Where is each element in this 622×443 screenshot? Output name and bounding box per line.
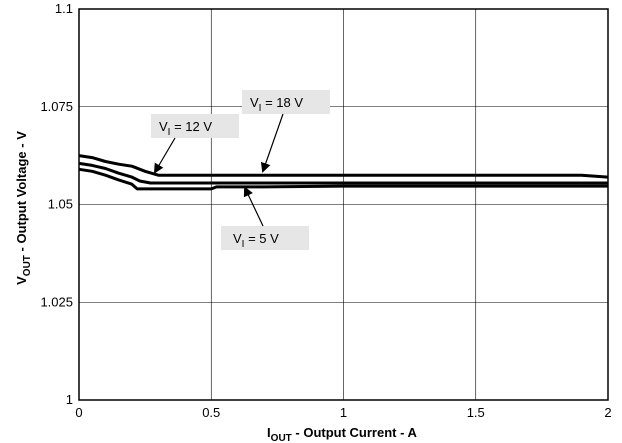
annotation-text: VI = 5 V <box>233 231 279 250</box>
y-tick-labels: 1 1.025 1.05 1.075 1.1 <box>40 1 73 407</box>
series-lines <box>78 154 609 191</box>
y-tick-label: 1 <box>66 392 73 407</box>
annotation-text: VI = 18 V <box>250 95 303 114</box>
annotation-label: VI = 18 V <box>242 90 330 173</box>
x-tick-label: 0 <box>75 405 82 420</box>
annotation-box <box>151 114 239 138</box>
plot-frame <box>78 8 609 401</box>
x-tick-label: 1.5 <box>467 405 485 420</box>
annotation-label: VI = 5 V <box>221 186 309 250</box>
x-tick-label: 0.5 <box>202 405 220 420</box>
annotations: VI = 18 V VI = 12 V VI = 5 V <box>151 90 330 250</box>
annotation-label: VI = 12 V <box>151 114 239 174</box>
y-tick-label: 1.1 <box>55 1 73 16</box>
annotation-box <box>221 226 309 250</box>
annotation-arrow <box>260 113 284 173</box>
x-axis-title: IOUT - Output Current - A <box>267 425 418 443</box>
annotation-box <box>242 90 330 114</box>
annotation-arrow <box>153 137 176 174</box>
x-tick-labels: 0 0.5 1 1.5 2 <box>75 405 611 420</box>
y-tick-label: 1.05 <box>48 197 73 212</box>
series-line-1 <box>78 161 608 185</box>
y-tick-label: 1.075 <box>40 99 73 114</box>
x-tick-label: 2 <box>604 405 611 420</box>
y-axis-title: VOUT - Output Voltage - V <box>14 131 33 285</box>
annotation-arrow <box>243 186 264 227</box>
series-line-0 <box>78 154 609 179</box>
y-tick-label: 1.025 <box>40 294 73 309</box>
grid-lines <box>78 8 609 401</box>
x-tick-label: 1 <box>340 405 347 420</box>
annotation-text: VI = 12 V <box>159 119 212 138</box>
series-line-2 <box>78 167 608 191</box>
